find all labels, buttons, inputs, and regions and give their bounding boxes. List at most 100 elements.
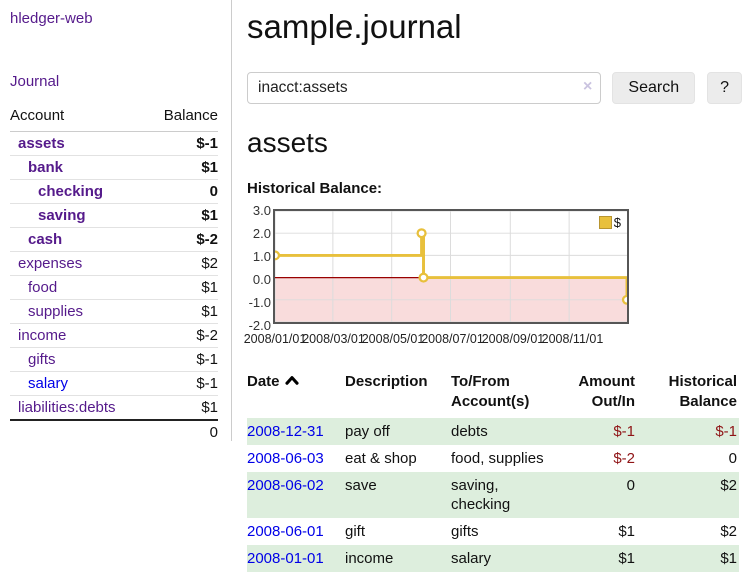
x-axis-tick: 2008/01/01 (243, 332, 307, 346)
transaction-description: income (345, 550, 394, 567)
account-link[interactable]: liabilities:debts (18, 399, 116, 416)
transaction-amount: $1 (618, 550, 635, 567)
register-header-date[interactable]: Date (247, 370, 345, 418)
chart-plot-area: $ (273, 209, 629, 324)
y-axis-tick: -2.0 (248, 318, 271, 333)
account-row: cash $-2 (10, 227, 218, 252)
register-header-accounts: To/From Account(s) (451, 373, 530, 410)
transaction-row: 2008-06-03 eat & shop food, supplies $-2… (247, 445, 739, 472)
search-input[interactable] (247, 72, 602, 104)
y-axis-tick: 3.0 (252, 203, 271, 218)
accounts-header-balance: Balance (147, 107, 218, 132)
x-axis-tick: 2008/09/01 (481, 332, 545, 346)
account-balance: $-1 (147, 371, 218, 396)
account-balance: $-1 (147, 131, 218, 156)
account-link[interactable]: saving (38, 207, 86, 224)
accounts-table-header-row: Account Balance (10, 107, 218, 132)
accounts-table: Account Balance assets $-1 bank $1 check… (10, 107, 218, 444)
account-name-cell: checking (10, 179, 148, 204)
account-link[interactable]: gifts (28, 351, 56, 368)
chart-title: Historical Balance: (247, 180, 383, 197)
transaction-balance: $1 (720, 550, 737, 567)
transaction-date-cell: 2008-01-01 (247, 545, 345, 572)
x-axis-tick: 2008/05/01 (361, 332, 425, 346)
account-row: salary $-1 (10, 371, 218, 396)
transaction-date-link[interactable]: 2008-06-01 (247, 523, 324, 540)
transaction-date-cell: 2008-06-01 (247, 518, 345, 545)
account-row: assets $-1 (10, 131, 218, 156)
account-link[interactable]: expenses (18, 255, 83, 272)
sidebar-item-journal[interactable]: Journal (10, 73, 60, 90)
account-row: liabilities:debts $1 (10, 395, 218, 421)
y-axis-tick: 0.0 (252, 272, 271, 287)
account-balance: $1 (147, 203, 218, 228)
x-axis-tick: 2008/03/01 (302, 332, 365, 346)
account-balance: $1 (147, 275, 218, 300)
x-axis-tick: 2008/11/01 (541, 332, 604, 346)
account-balance: $-2 (147, 323, 218, 348)
register-table: Date Description To/From Account(s) Amou… (247, 370, 739, 572)
y-axis-tick: 2.0 (252, 226, 271, 241)
account-row: saving $1 (10, 203, 218, 228)
account-row: income $-2 (10, 323, 218, 348)
transaction-description: save (345, 477, 377, 494)
register-header-description: Description (345, 373, 428, 390)
transaction-date-link[interactable]: 2008-01-01 (247, 550, 324, 567)
clear-search-icon[interactable]: × (583, 78, 593, 95)
account-name-cell: cash (10, 227, 148, 252)
account-link[interactable]: supplies (28, 303, 84, 320)
transaction-date-link[interactable]: 2008-06-02 (247, 477, 324, 494)
transaction-balance: $2 (720, 477, 737, 494)
account-link[interactable]: salary (28, 375, 69, 392)
transaction-accounts: saving, checking (451, 477, 511, 513)
sort-ascending-icon (284, 376, 299, 385)
account-name-cell: liabilities:debts (10, 395, 148, 421)
transaction-balance: $-1 (715, 423, 737, 440)
account-balance: $-1 (147, 347, 218, 372)
legend-label: $ (613, 215, 621, 230)
transaction-amount: 0 (626, 477, 635, 494)
page-title: sample.journal (247, 8, 462, 45)
brand-link[interactable]: hledger-web (10, 10, 93, 27)
balance-chart: $ 3.0 2.0 1.0 0.0 -1.0 -2.0 2008/01/01 2008/03… (243, 203, 727, 353)
transaction-accounts: salary (451, 550, 492, 567)
account-link[interactable]: cash (28, 231, 63, 248)
account-name-cell: supplies (10, 299, 148, 324)
main-content: sample.journal × Search ? assets Histori… (243, 0, 742, 572)
account-balance: $1 (147, 395, 218, 421)
transaction-accounts: debts (451, 423, 488, 440)
account-row: expenses $2 (10, 251, 218, 276)
accounts-total-row: 0 (10, 419, 218, 444)
account-row: bank $1 (10, 155, 218, 180)
transaction-date-cell: 2008-06-03 (247, 445, 345, 472)
transaction-description: gift (345, 523, 366, 540)
search-form: × Search ? (247, 72, 742, 104)
transaction-accounts: gifts (451, 523, 479, 540)
account-row: supplies $1 (10, 299, 218, 324)
account-link[interactable]: bank (28, 159, 64, 176)
help-button[interactable]: ? (707, 72, 742, 104)
account-link[interactable]: income (18, 327, 67, 344)
accounts-table-body: assets $-1 bank $1 checking 0 saving $1 … (10, 131, 218, 421)
account-name-cell: bank (10, 155, 148, 180)
account-link[interactable]: food (28, 279, 58, 296)
account-name-cell: salary (10, 371, 148, 396)
transaction-row: 2008-01-01 income salary $1 $1 (247, 545, 739, 572)
account-title: assets (247, 127, 328, 158)
transaction-date-link[interactable]: 2008-06-03 (247, 450, 324, 467)
account-link[interactable]: checking (38, 183, 104, 200)
register-header-amount: Amount Out/In (578, 373, 635, 410)
transaction-date-link[interactable]: 2008-12-31 (247, 423, 324, 440)
search-input-wrap: × (247, 72, 602, 104)
accounts-total-balance: 0 (147, 419, 218, 444)
account-balance: $1 (147, 299, 218, 324)
sidebar: hledger-web Journal Account Balance asse… (0, 0, 232, 444)
account-link[interactable]: assets (18, 135, 65, 152)
transaction-description: eat & shop (345, 450, 417, 467)
account-row: food $1 (10, 275, 218, 300)
y-axis-tick: 1.0 (252, 249, 271, 264)
search-button[interactable]: Search (612, 72, 696, 104)
transaction-date-cell: 2008-06-02 (247, 472, 345, 518)
account-balance: $1 (147, 155, 218, 180)
accounts-total-spacer (10, 419, 148, 444)
